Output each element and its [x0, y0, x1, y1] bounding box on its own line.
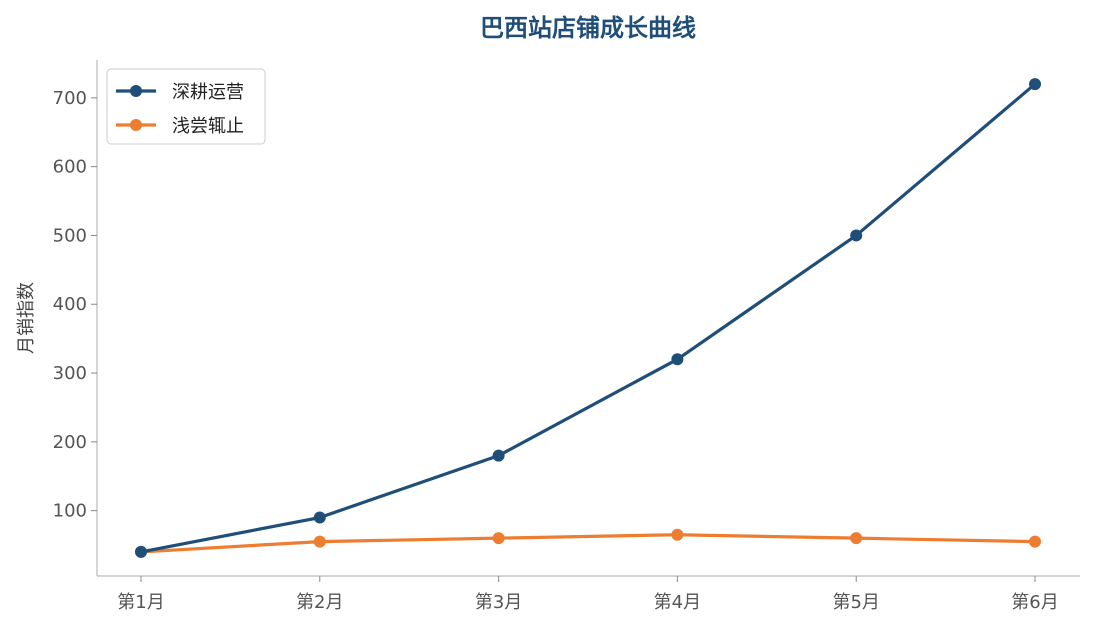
- y-tick-label: 100: [53, 501, 87, 522]
- y-tick-label: 500: [53, 225, 87, 246]
- series-layer: [135, 78, 1041, 558]
- chart-title: 巴西站店铺成长曲线: [480, 14, 696, 42]
- data-point: [313, 535, 326, 548]
- series-1: [135, 78, 1041, 558]
- x-ticks: 第1月 第2月 第3月 第4月 第5月 第6月: [117, 576, 1059, 613]
- data-point: [492, 532, 505, 545]
- x-tick-label: 第6月: [1011, 592, 1058, 613]
- legend-item: 浅尝辄止: [116, 116, 244, 137]
- data-point: [1029, 535, 1041, 548]
- data-point: [135, 545, 147, 558]
- y-tick-label: 300: [53, 363, 87, 384]
- data-point: [850, 229, 863, 242]
- y-tick-label: 200: [53, 432, 87, 453]
- data-point: [313, 511, 326, 524]
- data-point: [850, 532, 863, 545]
- y-tick-label: 600: [53, 157, 87, 178]
- y-tick-label: 400: [53, 294, 87, 315]
- x-tick-label: 第5月: [832, 592, 879, 613]
- data-point: [671, 353, 684, 366]
- series-2: [135, 528, 1041, 558]
- x-tick-label: 第4月: [654, 592, 701, 613]
- y-ticks: 100 200 300 400 500 600 700: [53, 88, 97, 522]
- x-tick-label: 第3月: [475, 592, 522, 613]
- data-point: [492, 449, 505, 462]
- x-tick-label: 第2月: [296, 592, 343, 613]
- data-point: [1029, 78, 1041, 91]
- data-point: [671, 528, 684, 541]
- y-axis-label: 月销指数: [16, 282, 37, 354]
- legend-item: 深耕运营: [116, 82, 244, 103]
- x-tick-label: 第1月: [117, 592, 164, 613]
- series-line: [139, 82, 1037, 554]
- legend-label: 深耕运营: [172, 82, 244, 103]
- legend-marker: [130, 119, 142, 131]
- series-line: [139, 533, 1037, 554]
- legend-label: 浅尝辄止: [172, 116, 244, 137]
- y-tick-label: 700: [53, 88, 87, 109]
- axes: [96, 60, 1080, 577]
- legend-marker: [130, 85, 142, 97]
